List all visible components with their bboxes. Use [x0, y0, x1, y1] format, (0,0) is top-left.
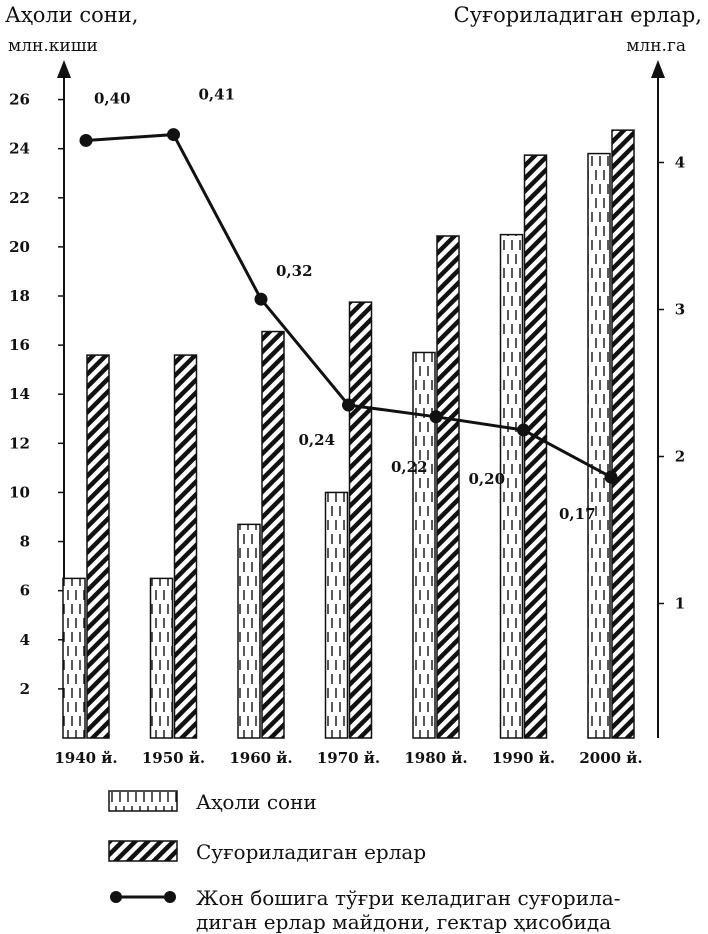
bar-population	[237, 523, 261, 739]
legend-label-per-capita-line1: Жон бошига тўғри келадиган суғорила-	[196, 886, 621, 910]
per-capita-data-label: 0,32	[276, 262, 313, 280]
left-tick-label: 22	[9, 189, 30, 207]
legend-item-population: Аҳоли сони	[108, 790, 317, 814]
bar-irrigated	[523, 154, 548, 739]
bar-irrigated	[611, 129, 635, 739]
x-tick-label: 1960 й.	[229, 749, 292, 767]
x-tick-label: 2000 й.	[579, 749, 642, 767]
legend-item-per-capita: Жон бошига тўғри келадиган суғорила- диг…	[108, 886, 620, 934]
bar-irrigated	[348, 301, 373, 739]
legend-label-per-capita-line2: диган ерлар майдони, гектар ҳисобида	[196, 910, 612, 934]
legend-swatch-population	[108, 790, 178, 812]
x-tick-label: 1940 й.	[54, 749, 117, 767]
bar-population	[499, 233, 524, 739]
left-tick-label: 12	[9, 434, 30, 452]
right-tick-label: 1	[675, 595, 685, 613]
legend-item-irrigated: Суғориладиган ерлар	[108, 840, 426, 864]
legend-swatch-per-capita	[110, 891, 176, 903]
per-capita-point	[517, 423, 530, 437]
right-axis-title: Суғориладиган ерлар,	[453, 3, 702, 27]
right-tick-label: 2	[675, 448, 685, 466]
x-tick-label: 1950 й.	[142, 749, 205, 767]
right-tick-label: 3	[675, 301, 685, 319]
left-tick-label: 4	[20, 631, 30, 649]
per-capita-data-label: 0,17	[559, 505, 596, 523]
per-capita-point	[79, 133, 93, 147]
per-capita-data-label: 0,24	[299, 431, 336, 449]
legend-label-irrigated: Суғориладиган ерлар	[196, 840, 427, 864]
left-tick-label: 20	[9, 238, 30, 256]
left-tick-label: 18	[9, 287, 30, 305]
per-capita-data-label: 0,20	[469, 470, 506, 488]
left-tick-label: 8	[20, 533, 30, 551]
left-tick-label: 6	[20, 582, 30, 600]
bar-population	[324, 491, 349, 739]
right-axis-arrow	[651, 60, 665, 78]
per-capita-point	[604, 470, 618, 484]
left-tick-label: 26	[9, 91, 30, 109]
per-capita-data-label: 0,41	[199, 86, 236, 104]
left-axis-unit: млн.киши	[8, 36, 98, 56]
left-tick-label: 10	[9, 483, 30, 501]
per-capita-data-label: 0,40	[94, 89, 131, 107]
left-tick-label: 2	[20, 680, 30, 698]
bars	[62, 129, 635, 739]
per-capita-point	[254, 292, 268, 306]
per-capita-data-label: 0,22	[391, 458, 428, 476]
bar-population	[587, 152, 611, 739]
per-capita-point	[167, 128, 180, 142]
bar-irrigated	[173, 354, 198, 739]
left-tick-label: 16	[9, 336, 30, 354]
per-capita-line	[79, 128, 618, 484]
per-capita-point	[342, 398, 355, 412]
right-tick-label: 4	[675, 154, 685, 172]
right-axis-unit: млн.га	[626, 36, 686, 56]
per-capita-point	[429, 410, 443, 424]
legend-label-per-capita: Жон бошига тўғри келадиган суғорила- диг…	[196, 886, 620, 934]
bar-irrigated	[436, 235, 460, 739]
x-tick-label: 1990 й.	[492, 749, 555, 767]
bar-irrigated	[261, 330, 285, 739]
bar-irrigated	[86, 354, 110, 739]
legend-swatch-irrigated	[108, 840, 178, 862]
x-tick-label: 1980 й.	[404, 749, 467, 767]
left-axis-arrow	[57, 60, 71, 78]
bar-population	[62, 577, 86, 739]
left-tick-label: 24	[9, 140, 30, 158]
left-axis-title: Аҳоли сони,	[5, 3, 139, 27]
bar-population	[149, 577, 174, 739]
legend-label-population: Аҳоли сони	[196, 790, 317, 814]
left-tick-label: 14	[9, 385, 30, 403]
x-tick-label: 1970 й.	[317, 749, 380, 767]
axes	[57, 60, 665, 738]
bar-population	[412, 351, 436, 739]
